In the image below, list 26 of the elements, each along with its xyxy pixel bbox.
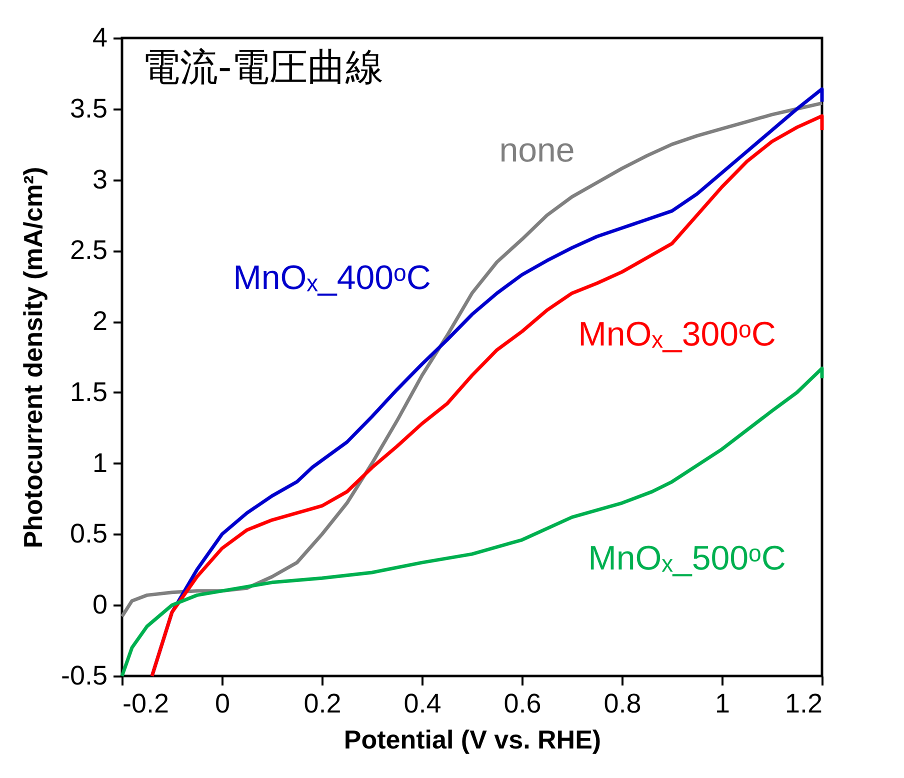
y-tick-label: 1	[92, 448, 108, 478]
y-tick-label: 0	[92, 590, 108, 620]
x-tick-label: 1.2	[784, 688, 822, 718]
y-tick-label: 0.5	[70, 518, 108, 549]
x-tick-label: 1	[714, 688, 730, 718]
x-tick-label: 0.2	[304, 688, 342, 718]
line-series	[120, 366, 824, 678]
x-tick-label: 0.6	[504, 688, 542, 718]
y-axis-title: Photocurrent density (mA/cm²)	[18, 166, 48, 548]
chart-title: 電流-電圧曲線	[142, 45, 384, 89]
series-label: none	[499, 131, 575, 170]
series-label: MnOₓ_500ᵒC	[588, 540, 786, 578]
x-tick-label: 0.4	[404, 688, 442, 718]
series-label: MnOₓ_300ᵒC	[578, 316, 776, 354]
y-tick-label: 2.5	[70, 235, 108, 266]
y-tick-label: 1.5	[70, 376, 108, 407]
y-tick-label: -0.5	[60, 660, 108, 690]
y-tick-label: 3	[92, 164, 108, 194]
x-tick-label: 0.8	[604, 688, 642, 718]
y-tick-label: 3.5	[70, 93, 108, 124]
series-label: MnOₓ_400ᵒC	[233, 259, 431, 298]
x-axis-title: Potential (V vs. RHE)	[344, 724, 602, 754]
y-tick-label: 4	[92, 22, 108, 52]
x-tick-label: 0	[214, 688, 230, 718]
x-tick-label: -0.2	[122, 688, 170, 718]
y-tick-label: 2	[92, 306, 108, 336]
